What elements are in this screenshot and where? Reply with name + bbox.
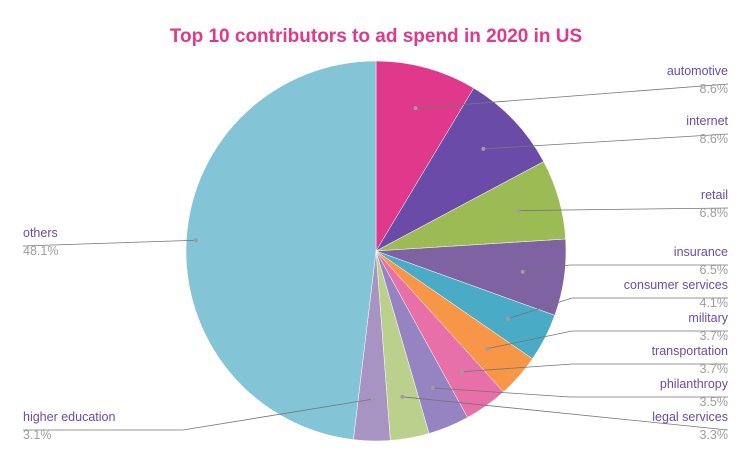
leader-line (507, 297, 728, 320)
leader-dot (516, 208, 521, 213)
slice-percent: 48.1% (23, 244, 58, 258)
leader-line (518, 207, 729, 211)
leader-line (461, 363, 728, 373)
slice-label: philanthropy (660, 377, 729, 391)
slice-label: others (23, 226, 58, 240)
slice-percent: 6.5% (700, 263, 729, 277)
slice-percent: 3.3% (700, 428, 729, 442)
slice-label: retail (701, 188, 728, 202)
leader-dot (505, 316, 510, 321)
slice-label: insurance (674, 245, 728, 259)
slice-percent: 3.7% (700, 329, 729, 343)
leader-dot (413, 106, 418, 111)
slice-percent: 8.6% (700, 132, 729, 146)
leader-line (23, 398, 373, 431)
slice-percent: 3.7% (700, 362, 729, 376)
leader-line (432, 387, 728, 398)
leader-dot (459, 369, 464, 374)
leader-dot (520, 269, 525, 274)
leader-line (415, 83, 729, 109)
leader-line (22, 239, 196, 247)
slice-percent: 4.1% (700, 296, 729, 310)
leader-line (487, 330, 728, 350)
leader-line (402, 396, 729, 431)
leader-dot (430, 385, 435, 390)
slice-label: consumer services (624, 278, 728, 292)
leader-dot (481, 146, 486, 151)
pie-slice-others[interactable] (185, 60, 377, 440)
slice-percent: 3.5% (700, 395, 729, 409)
slice-label: internet (686, 114, 728, 128)
slice-percent: 8.6% (700, 82, 729, 96)
slice-label: military (688, 311, 728, 325)
pie-slice-automotive[interactable] (375, 60, 475, 252)
slice-label: transportation (652, 344, 728, 358)
leader-dot (370, 397, 375, 402)
leader-dot (400, 394, 405, 399)
leader-line (483, 133, 729, 150)
chart-title: Top 10 contributors to ad spend in 2020 … (170, 26, 582, 47)
slice-percent: 6.8% (700, 206, 729, 220)
slice-label: legal services (652, 410, 728, 424)
slice-percent: 3.1% (23, 428, 52, 442)
slice-label: higher education (23, 410, 115, 424)
pie-slice-internet[interactable] (375, 87, 544, 252)
leader-dot (485, 346, 490, 351)
slice-label: automotive (667, 64, 728, 78)
leader-dot (193, 238, 198, 243)
leader-line (522, 264, 728, 273)
